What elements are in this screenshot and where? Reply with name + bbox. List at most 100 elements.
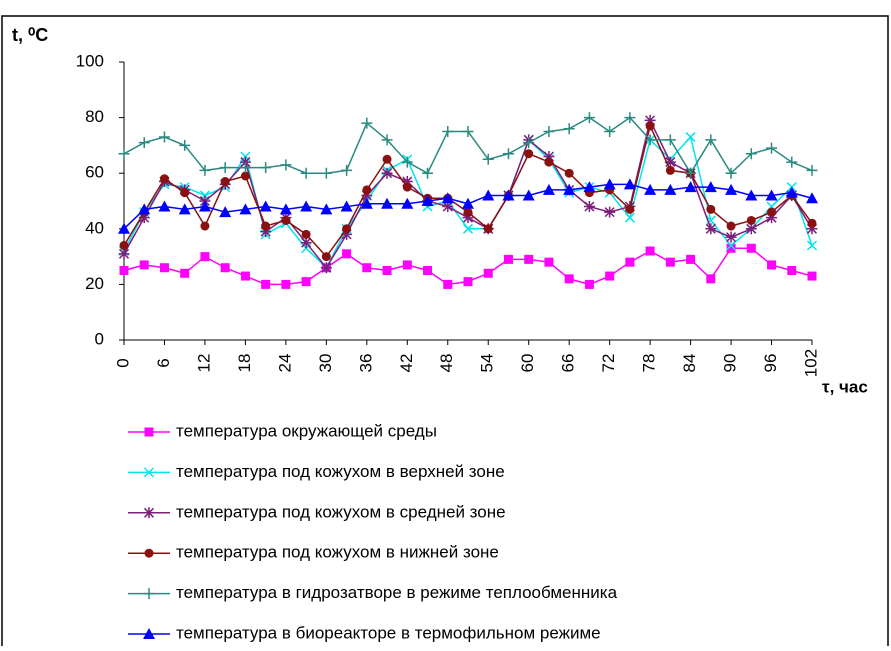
data-point — [603, 178, 616, 190]
data-point — [766, 212, 778, 224]
data-point — [159, 263, 169, 273]
data-point — [360, 197, 373, 209]
y-tick-label: 20 — [85, 274, 104, 293]
data-point — [746, 243, 756, 253]
y-tick-label: 100 — [76, 51, 104, 70]
data-point — [261, 221, 271, 231]
data-point — [239, 203, 252, 215]
data-point — [239, 162, 251, 174]
series-line — [123, 116, 813, 175]
data-point — [422, 167, 434, 179]
data-point — [260, 162, 272, 174]
x-axis-label: τ, час — [822, 377, 868, 396]
data-point — [766, 142, 778, 154]
legend-label: температура под кожухом в нижней зоне — [176, 543, 499, 562]
data-point — [381, 197, 394, 209]
data-point — [462, 126, 474, 137]
data-point — [300, 167, 312, 179]
data-point — [502, 148, 514, 160]
data-point — [807, 218, 817, 228]
data-point — [200, 221, 210, 231]
data-point — [604, 126, 616, 137]
legend-label: температура под кожухом в верхней зоне — [176, 462, 505, 481]
data-point — [785, 186, 798, 198]
data-point — [139, 260, 149, 270]
data-point — [767, 260, 777, 270]
data-point — [564, 168, 574, 178]
data-point — [341, 164, 353, 176]
data-point — [342, 249, 352, 259]
data-point — [706, 204, 716, 214]
data-point — [806, 164, 818, 176]
data-point — [301, 229, 311, 239]
data-point — [320, 262, 332, 274]
legend-marker — [143, 628, 155, 639]
data-point — [441, 192, 454, 204]
data-point — [320, 167, 332, 179]
data-point — [705, 215, 716, 226]
data-point — [787, 266, 797, 275]
data-point — [281, 279, 291, 289]
data-point — [483, 224, 493, 234]
x-tick-label: 60 — [518, 354, 537, 373]
data-point — [806, 192, 818, 204]
data-point — [220, 177, 230, 187]
y-tick-label: 0 — [95, 329, 104, 348]
data-point — [524, 149, 534, 159]
data-point — [442, 201, 454, 213]
data-point — [442, 126, 454, 137]
data-point — [239, 156, 251, 168]
x-tick-label: 24 — [275, 354, 294, 373]
data-point — [725, 167, 737, 179]
x-tick-label: 30 — [316, 354, 335, 373]
data-point — [503, 254, 513, 264]
data-point — [341, 228, 353, 240]
legend-marker — [144, 548, 154, 558]
data-point — [463, 277, 473, 287]
data-point — [583, 201, 595, 213]
data-point — [259, 200, 272, 212]
data-point — [462, 212, 474, 224]
data-point — [443, 279, 453, 289]
data-point — [604, 206, 616, 218]
data-point — [158, 200, 171, 212]
x-tick-label: 72 — [599, 354, 618, 373]
data-point — [260, 226, 272, 238]
frame — [1, 15, 889, 651]
data-point — [320, 203, 333, 215]
data-point — [340, 200, 353, 212]
data-point — [686, 254, 696, 264]
data-point — [624, 112, 636, 124]
data-point — [198, 200, 211, 212]
data-point — [421, 195, 434, 206]
y-tick-label: 80 — [85, 107, 104, 126]
data-point — [280, 159, 292, 171]
data-point — [522, 189, 535, 201]
data-point — [806, 240, 818, 251]
data-point — [665, 257, 675, 267]
data-point — [401, 176, 413, 188]
legend-marker — [143, 467, 155, 478]
data-point — [725, 183, 738, 195]
y-tick-label: 60 — [85, 163, 104, 182]
data-point — [786, 156, 798, 168]
legend-label: температура под кожухом в средней зоне — [176, 502, 506, 521]
data-point — [482, 189, 495, 201]
data-point — [746, 215, 756, 225]
y-axis-label: t, ⁰C — [12, 25, 48, 45]
data-point — [625, 257, 635, 267]
data-point — [342, 224, 352, 234]
data-point — [382, 266, 392, 275]
data-point — [199, 164, 211, 176]
data-point — [158, 131, 170, 143]
x-tick-label: 90 — [721, 354, 740, 373]
data-point — [542, 183, 555, 195]
data-point — [401, 197, 414, 209]
data-point — [745, 223, 757, 235]
data-point — [623, 178, 636, 190]
data-point — [665, 165, 675, 175]
data-point — [685, 132, 696, 143]
x-tick-label: 42 — [397, 354, 416, 373]
data-point — [138, 203, 151, 215]
data-point — [544, 257, 554, 267]
